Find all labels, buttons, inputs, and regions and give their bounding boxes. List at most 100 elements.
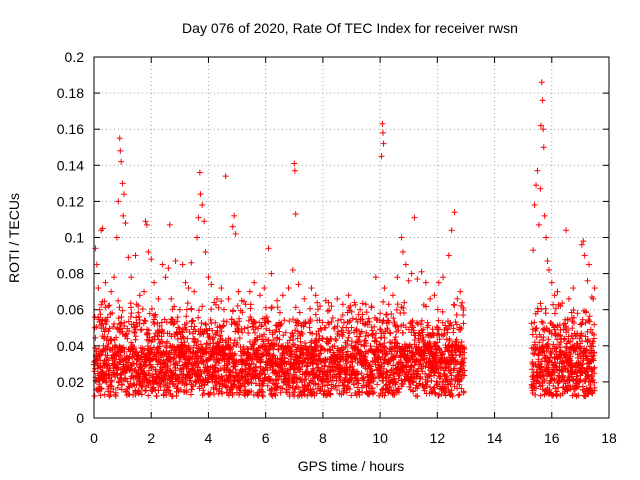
data-point bbox=[114, 384, 121, 391]
data-point bbox=[142, 318, 149, 325]
data-point bbox=[394, 301, 401, 308]
data-point bbox=[133, 360, 140, 367]
data-point bbox=[179, 326, 186, 333]
data-point bbox=[119, 345, 126, 352]
data-point bbox=[279, 292, 286, 299]
data-point bbox=[565, 295, 572, 302]
data-point bbox=[248, 380, 255, 387]
data-point bbox=[122, 331, 129, 338]
y-axis: 0 0.02 0.04 0.06 0.08 0.1 0.12 0.14 0.16 0.18 0.2 bbox=[57, 49, 609, 426]
x-tick-label: 10 bbox=[372, 430, 388, 446]
data-point bbox=[195, 214, 202, 221]
data-point bbox=[174, 384, 181, 391]
data-point bbox=[402, 261, 409, 268]
data-point bbox=[105, 357, 112, 364]
data-point bbox=[202, 345, 209, 352]
data-point bbox=[240, 343, 247, 350]
data-point bbox=[295, 281, 302, 288]
data-point bbox=[197, 326, 204, 333]
data-point bbox=[440, 274, 447, 281]
data-point bbox=[230, 307, 237, 314]
data-point bbox=[163, 344, 170, 351]
data-point bbox=[182, 380, 189, 387]
data-point bbox=[563, 227, 570, 234]
y-tick-label: 0.2 bbox=[65, 49, 85, 65]
data-point bbox=[205, 274, 212, 281]
data-point bbox=[145, 379, 152, 386]
data-point bbox=[152, 311, 159, 318]
x-tick-label: 12 bbox=[430, 430, 446, 446]
data-point bbox=[229, 223, 236, 230]
data-point bbox=[99, 348, 106, 355]
data-point bbox=[103, 318, 110, 325]
data-point bbox=[380, 298, 387, 305]
data-point bbox=[191, 288, 198, 295]
data-point bbox=[203, 349, 210, 356]
data-point bbox=[105, 328, 112, 335]
data-point bbox=[199, 202, 206, 209]
data-point bbox=[306, 324, 313, 331]
data-point bbox=[234, 302, 241, 309]
data-point bbox=[166, 353, 173, 360]
data-point bbox=[392, 334, 399, 341]
data-point bbox=[112, 389, 119, 396]
data-point bbox=[274, 297, 281, 304]
data-point bbox=[159, 261, 166, 268]
data-point bbox=[230, 343, 237, 350]
data-point bbox=[138, 365, 145, 372]
data-point bbox=[131, 374, 138, 381]
data-point bbox=[116, 329, 123, 336]
data-point bbox=[187, 377, 194, 384]
data-point bbox=[131, 329, 138, 336]
data-point bbox=[113, 334, 120, 341]
data-point bbox=[455, 392, 462, 399]
data-point bbox=[139, 306, 146, 313]
data-point bbox=[236, 335, 243, 342]
data-point bbox=[534, 167, 541, 174]
data-point bbox=[308, 285, 315, 292]
data-point bbox=[159, 364, 166, 371]
data-point bbox=[242, 366, 249, 373]
data-point bbox=[400, 248, 406, 255]
y-tick-label: 0.06 bbox=[57, 302, 84, 318]
data-point bbox=[247, 301, 254, 308]
data-point bbox=[113, 343, 120, 350]
data-point bbox=[96, 352, 103, 359]
data-point bbox=[220, 318, 227, 325]
data-point bbox=[132, 252, 139, 259]
data-point bbox=[307, 305, 314, 312]
data-point bbox=[138, 326, 145, 333]
data-point bbox=[578, 241, 585, 248]
data-point bbox=[151, 333, 158, 340]
y-tick-label: 0.08 bbox=[57, 266, 84, 282]
data-point bbox=[98, 385, 105, 392]
data-point bbox=[229, 391, 236, 398]
data-point bbox=[251, 319, 258, 326]
data-point bbox=[554, 288, 561, 295]
data-point bbox=[445, 252, 452, 259]
data-point bbox=[321, 362, 328, 369]
data-point bbox=[96, 381, 103, 388]
data-point bbox=[537, 392, 544, 399]
data-point bbox=[133, 319, 140, 326]
data-point bbox=[258, 356, 265, 363]
data-point bbox=[97, 392, 104, 399]
data-point bbox=[261, 331, 268, 338]
data-point bbox=[168, 295, 175, 302]
data-point bbox=[146, 372, 153, 379]
data-point bbox=[190, 366, 197, 373]
data-point bbox=[202, 320, 209, 327]
data-point bbox=[101, 391, 108, 398]
data-point bbox=[102, 326, 109, 333]
y-tick-label: 0.04 bbox=[57, 338, 84, 354]
data-point bbox=[378, 153, 385, 160]
data-point bbox=[255, 325, 262, 332]
data-point bbox=[216, 357, 223, 364]
data-point bbox=[217, 365, 224, 372]
data-point bbox=[260, 393, 267, 400]
data-point bbox=[591, 321, 598, 328]
data-point bbox=[145, 248, 152, 255]
data-point bbox=[190, 383, 197, 390]
data-point bbox=[229, 369, 236, 376]
data-point bbox=[435, 279, 442, 286]
